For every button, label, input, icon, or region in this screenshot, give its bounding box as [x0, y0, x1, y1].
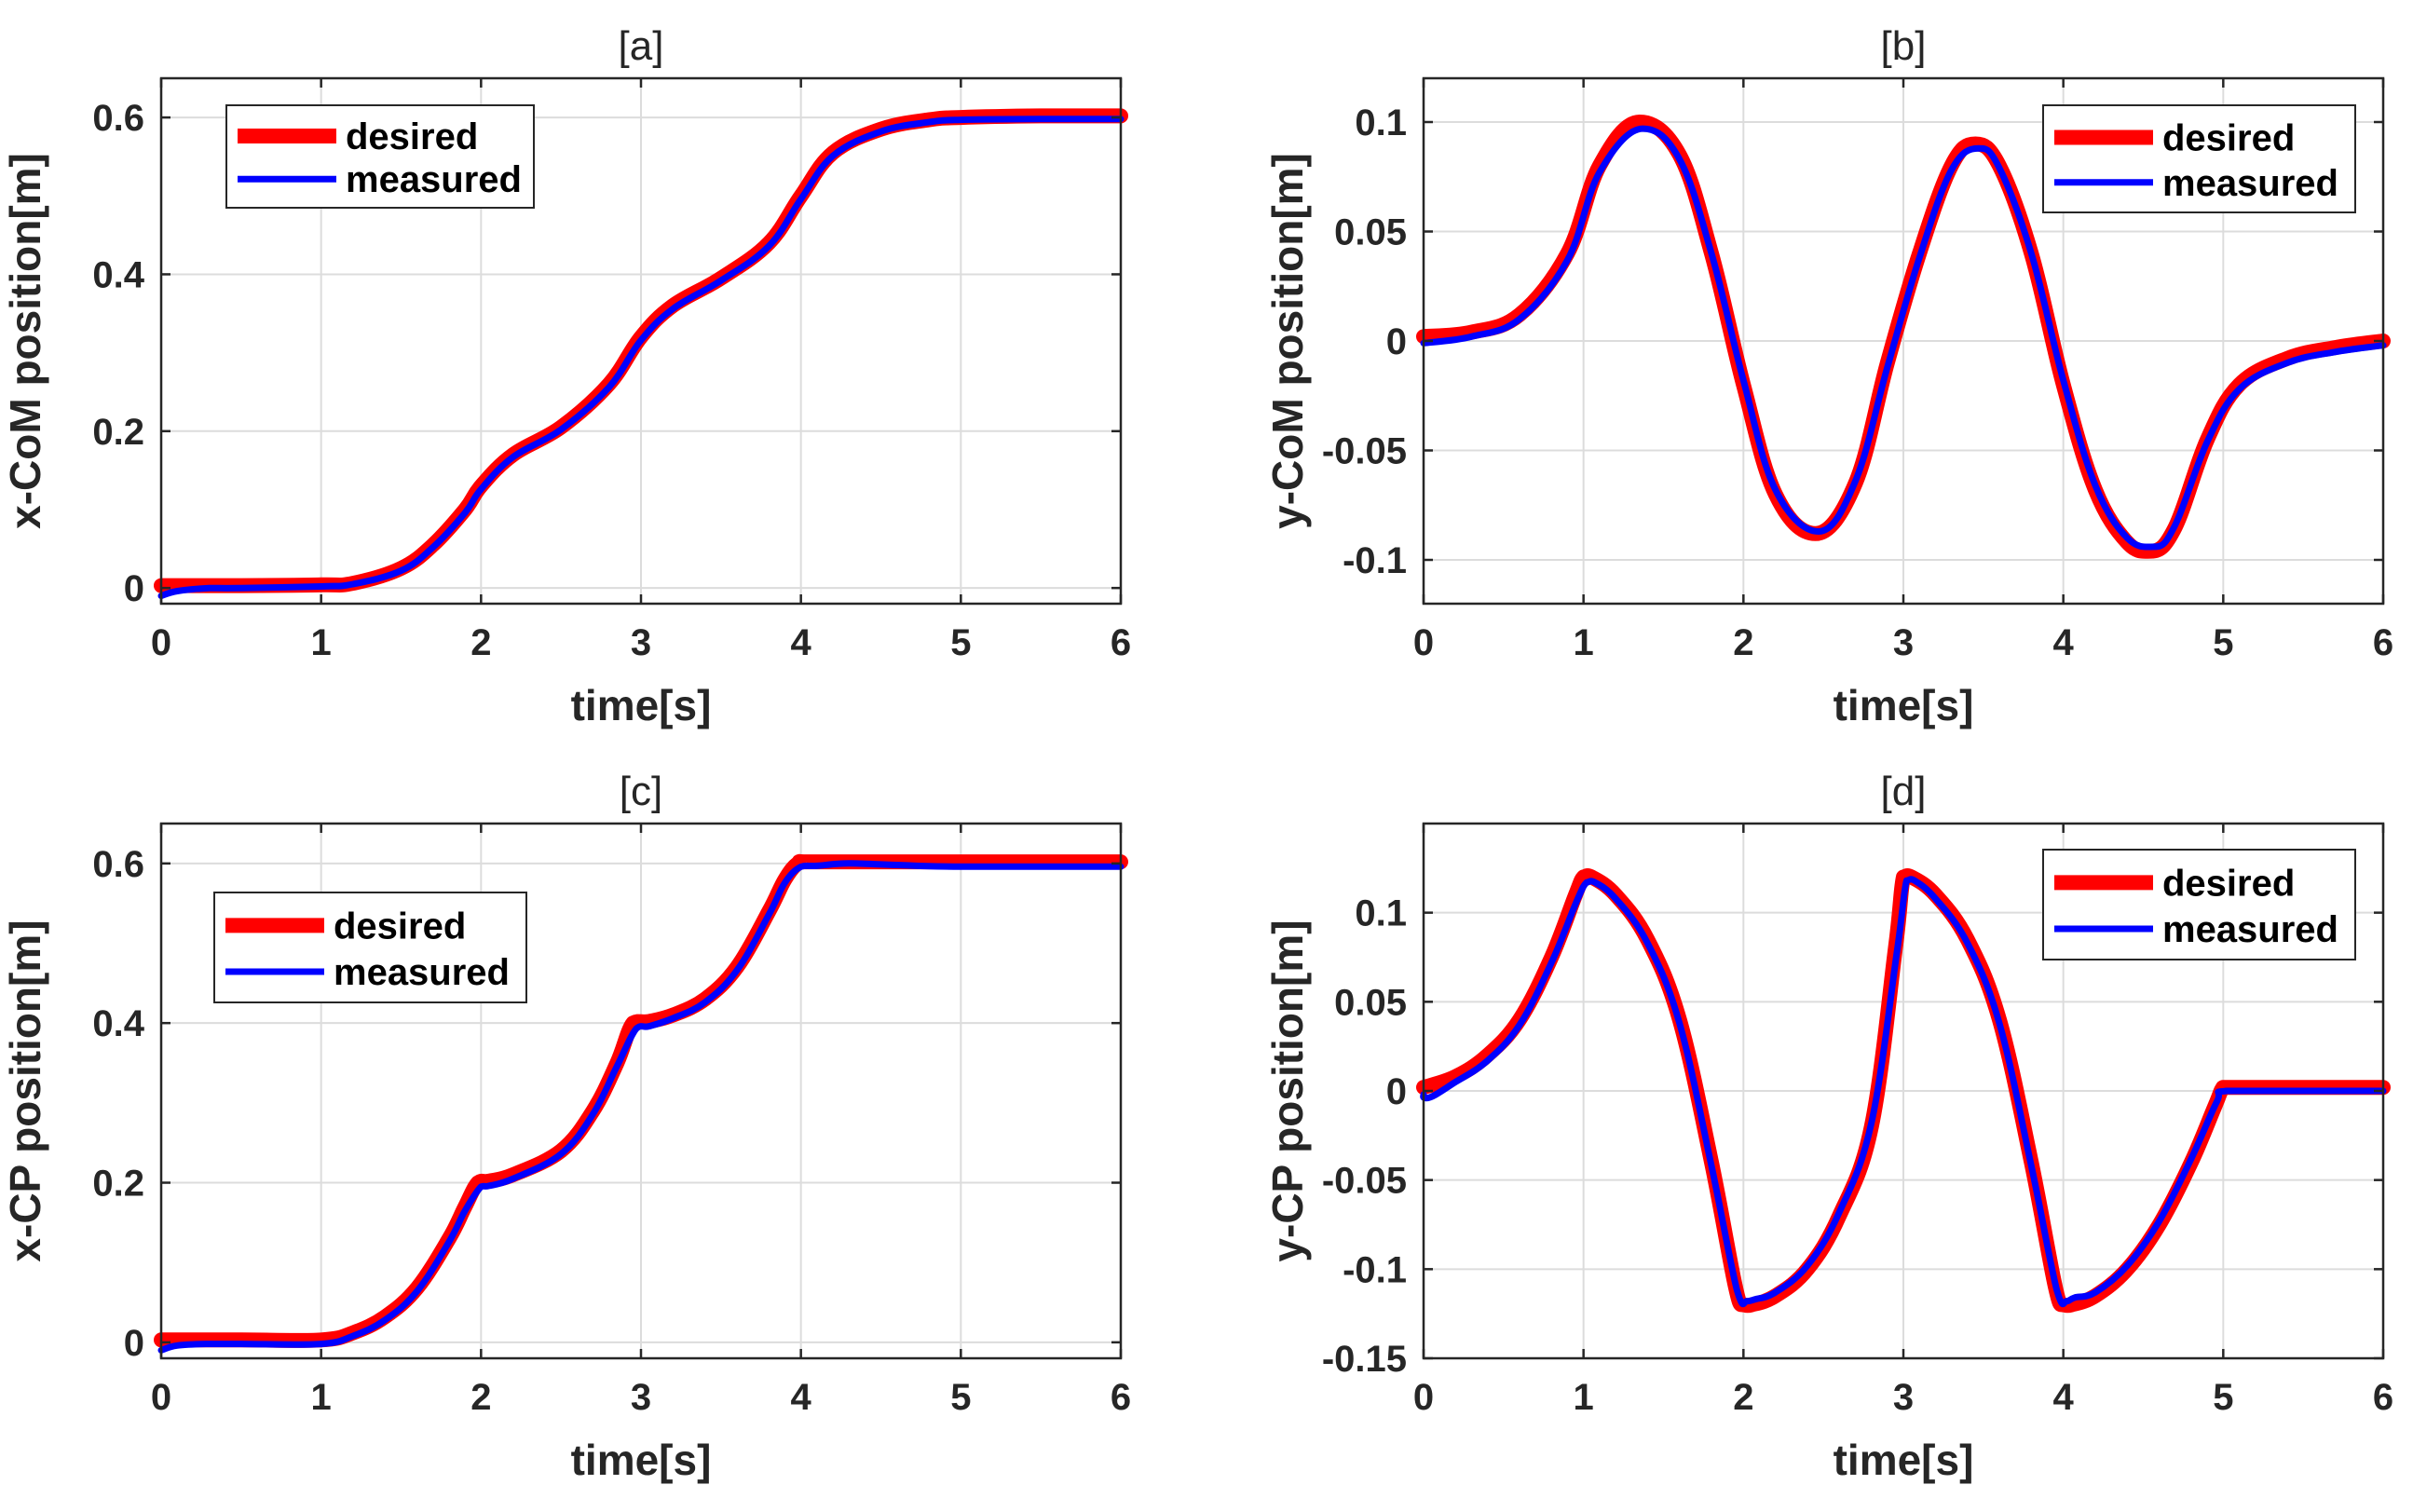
y-tick-label-d: 0.05 — [1334, 982, 1407, 1023]
legend-label-desired-c: desired — [334, 906, 466, 947]
x-tick-label-d: 0 — [1413, 1377, 1434, 1418]
y-tick-label-d: -0.15 — [1322, 1339, 1407, 1380]
x-tick-label-d: 2 — [1733, 1377, 1753, 1418]
ticks-d: 0 1 2 3 4 5 6 -0.15 -0.1 -0.05 0 0.05 0.1 — [1322, 824, 2393, 1418]
y-tick-label-b: 0 — [1386, 321, 1407, 362]
x-tick-label-c: 2 — [470, 1377, 491, 1418]
curves-b — [1416, 115, 2391, 559]
panel-b: 0 1 2 3 4 5 6 -0.1 -0.05 0 0.05 0.1 [b] time[s] y-C… — [1263, 23, 2393, 729]
x-tick-label-b: 2 — [1733, 622, 1753, 663]
series-line-measured-d — [1420, 876, 2387, 1308]
legend-label-desired-a: desired — [346, 116, 478, 157]
x-tick-label-d: 1 — [1574, 1377, 1594, 1418]
x-tick-label-a: 4 — [791, 622, 812, 663]
y-tick-label-c: 0.4 — [92, 1003, 144, 1044]
legend-box-b — [2042, 104, 2356, 213]
chart-title-b: [b] — [1881, 23, 1927, 69]
x-tick-label-a: 5 — [950, 622, 971, 663]
x-tick-label-d: 6 — [2373, 1377, 2393, 1418]
legend-label-measured-d: measured — [2162, 909, 2338, 950]
curves-a — [154, 108, 1128, 600]
y-axis-label-a: x-CoM position[m] — [1, 153, 49, 529]
legend-c: desired measured — [213, 892, 527, 1003]
legend-label-measured-a: measured — [346, 159, 522, 200]
series-line-measured-b — [1420, 125, 2387, 551]
x-tick-label-d: 4 — [2053, 1377, 2075, 1418]
legend-a: desired measured — [225, 104, 535, 209]
x-tick-label-b: 6 — [2373, 622, 2393, 663]
x-tick-label-b: 4 — [2053, 622, 2075, 663]
y-tick-label-b: -0.1 — [1343, 540, 1407, 581]
series-line-measured-c — [157, 860, 1125, 1354]
x-tick-label-a: 3 — [631, 622, 651, 663]
x-tick-label-a: 1 — [311, 622, 332, 663]
x-tick-label-c: 1 — [311, 1377, 332, 1418]
curves-d — [1416, 867, 2391, 1314]
legend-b: desired measured — [2042, 104, 2356, 213]
x-tick-label-c: 6 — [1111, 1377, 1131, 1418]
y-tick-label-d: 0 — [1386, 1071, 1407, 1112]
y-tick-label-a: 0.4 — [92, 254, 144, 295]
x-tick-label-c: 5 — [950, 1377, 971, 1418]
x-tick-label-c: 0 — [151, 1377, 171, 1418]
y-tick-label-d: -0.05 — [1322, 1161, 1407, 1202]
series-line-measured-a — [157, 116, 1125, 600]
chart-title-c: [c] — [620, 769, 662, 814]
x-axis-label-b: time[s] — [1834, 681, 1974, 729]
x-tick-label-b: 0 — [1413, 622, 1434, 663]
x-tick-label-d: 3 — [1893, 1377, 1914, 1418]
x-tick-label-b: 5 — [2213, 622, 2233, 663]
y-tick-label-a: 0.2 — [92, 412, 144, 453]
curves-c — [154, 853, 1128, 1354]
x-axis-label-c: time[s] — [571, 1436, 712, 1484]
legend-d: desired measured — [2042, 849, 2356, 960]
ticks-a: 0 1 2 3 4 5 6 0 0.2 0.4 0.6 — [92, 78, 1131, 663]
x-tick-label-b: 3 — [1893, 622, 1914, 663]
x-tick-label-c: 3 — [631, 1377, 651, 1418]
y-tick-label-a: 0.6 — [92, 98, 144, 139]
x-axis-label-a: time[s] — [571, 681, 712, 729]
legend-label-measured-c: measured — [334, 952, 510, 993]
x-tick-label-a: 2 — [470, 622, 491, 663]
y-tick-label-c: 0.6 — [92, 844, 144, 885]
chart-title-d: [d] — [1881, 769, 1927, 814]
legend-box-d — [2042, 849, 2356, 960]
chart-title-a: [a] — [619, 23, 664, 69]
x-tick-label-a: 0 — [151, 622, 171, 663]
y-axis-label-b: y-CoM position[m] — [1263, 153, 1312, 529]
legend-label-desired-d: desired — [2162, 863, 2295, 904]
y-tick-label-c: 0 — [124, 1323, 144, 1364]
y-tick-label-c: 0.2 — [92, 1164, 144, 1205]
panel-d: 0 1 2 3 4 5 6 -0.15 -0.1 -0.05 0 0.05 0.1 [d] time[s… — [1263, 769, 2393, 1484]
panel-a: 0 1 2 3 4 5 6 0 0.2 0.4 0.6 [a] time[s] x-CoM posi… — [1, 23, 1131, 729]
x-tick-label-a: 6 — [1111, 622, 1131, 663]
x-tick-label-c: 4 — [791, 1377, 812, 1418]
ticks-c: 0 1 2 3 4 5 6 0 0.2 0.4 0.6 — [92, 824, 1131, 1418]
y-tick-label-b: 0.1 — [1355, 102, 1407, 143]
y-tick-label-b: -0.05 — [1322, 431, 1407, 472]
x-tick-label-d: 5 — [2213, 1377, 2233, 1418]
y-axis-label-d: y-CP position[m] — [1263, 919, 1312, 1261]
legend-label-measured-b: measured — [2162, 163, 2338, 204]
legend-label-desired-b: desired — [2162, 118, 2295, 159]
y-tick-label-a: 0 — [124, 568, 144, 609]
panel-c: 0 1 2 3 4 5 6 0 0.2 0.4 0.6 [c] time[s] x-CP posit… — [1, 769, 1131, 1484]
x-tick-label-b: 1 — [1574, 622, 1594, 663]
legend-box-a — [225, 104, 535, 209]
y-tick-label-b: 0.05 — [1334, 212, 1407, 253]
legend-box-c — [213, 892, 527, 1003]
x-axis-label-d: time[s] — [1834, 1436, 1974, 1484]
y-tick-label-d: -0.1 — [1343, 1249, 1407, 1290]
y-tick-label-d: 0.1 — [1355, 893, 1407, 934]
y-axis-label-c: x-CP position[m] — [1, 919, 49, 1261]
ticks-b: 0 1 2 3 4 5 6 -0.1 -0.05 0 0.05 0.1 — [1322, 78, 2393, 663]
